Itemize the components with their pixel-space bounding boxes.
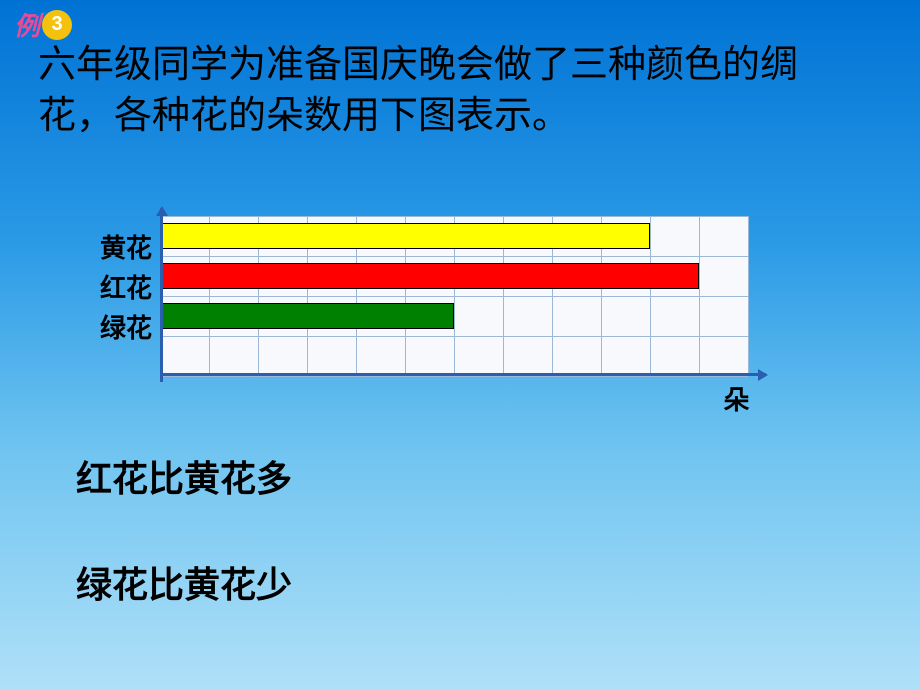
chart-grid [160, 216, 748, 376]
bar-chart: 黄花红花绿花 朵 [100, 216, 748, 376]
y-axis-labels: 黄花红花绿花 [100, 216, 152, 376]
bar-label: 绿花 [100, 306, 152, 346]
chart-area: 朵 [160, 216, 748, 376]
statement: 绿花比黄花少 [76, 556, 292, 608]
bar [160, 303, 454, 329]
bar-label: 红花 [100, 266, 152, 306]
bar [160, 223, 650, 249]
comparison-statements: 红花比黄花多绿花比黄花少 [76, 450, 292, 662]
bar-label: 黄花 [100, 226, 152, 266]
y-axis [160, 208, 163, 382]
problem-title: 六年级同学为准备国庆晚会做了三种颜色的绸花，各种花的朵数用下图表示。 [38, 40, 858, 143]
x-axis [160, 373, 766, 376]
example-badge: 例 3 [14, 6, 72, 43]
badge-number: 3 [42, 10, 72, 40]
badge-text: 例 [14, 6, 40, 43]
bar [160, 263, 699, 289]
x-axis-unit: 朵 [724, 380, 750, 417]
statement: 红花比黄花多 [76, 450, 292, 502]
